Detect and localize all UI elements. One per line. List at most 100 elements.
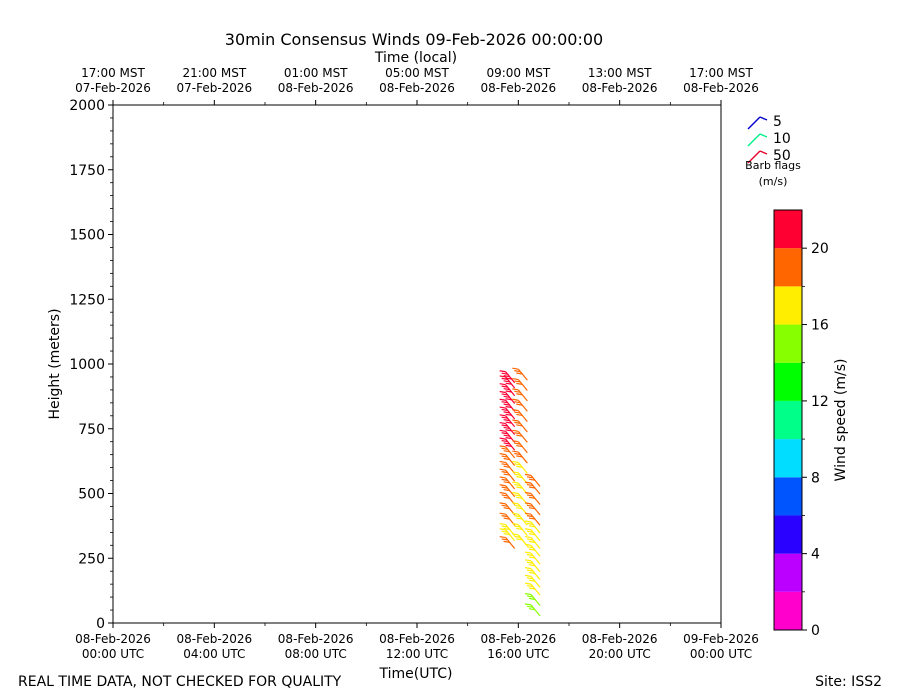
legend-barb-feather [759, 133, 768, 138]
wind-barb-feather [512, 533, 519, 536]
colorbar-tick-label: 0 [811, 623, 820, 639]
wind-barb-feather [514, 390, 521, 393]
wind-barb [512, 522, 528, 536]
wind-barb-feather [512, 440, 519, 443]
colorbar-segment [774, 324, 802, 363]
top-tick-date: 08-Feb-2026 [582, 81, 658, 95]
wind-barb [524, 582, 541, 596]
wind-barb-feather [516, 372, 523, 375]
wind-barb-feather [512, 460, 519, 464]
legend-label: 5 [773, 114, 782, 130]
wind-barb-feather [501, 478, 508, 481]
y-axis-ticks: 0 250 500 750 1000 1250 1500 1750 2000 [69, 98, 113, 632]
wind-barb-feather [503, 473, 510, 476]
wind-barb-feather [524, 528, 532, 531]
top-tick-date: 07-Feb-2026 [176, 81, 252, 95]
wind-barb-feather [526, 577, 534, 580]
wind-barb [499, 437, 516, 451]
wind-barb-feather [503, 419, 510, 422]
wind-barb-feather [499, 445, 506, 448]
legend-barb-feather [759, 150, 768, 155]
wind-barb-feather [528, 579, 536, 582]
x-axis-label: Time(UTC) [379, 666, 453, 682]
wind-barb-feather [528, 564, 536, 567]
wind-barb-feather [526, 546, 534, 549]
wind-barb [524, 528, 541, 542]
wind-barb [499, 535, 516, 549]
y-tick-label: 1500 [69, 228, 105, 244]
wind-barb-feather [516, 382, 523, 385]
wind-barb-feather [528, 533, 536, 536]
wind-barb-feather [499, 528, 506, 531]
site-label: Site: ISS2 [815, 674, 882, 690]
wind-barb-feather [501, 377, 508, 380]
wind-barb-feather [503, 465, 510, 468]
wind-barb-feather [503, 426, 510, 430]
wind-barb-feather [528, 571, 536, 575]
wind-barb-feather [503, 403, 510, 406]
legend-barb-feather [759, 116, 768, 121]
wind-barb [524, 551, 541, 565]
wind-barb-feather [516, 476, 523, 479]
wind-barb-feather [501, 530, 508, 533]
wind-barb [524, 603, 541, 617]
wind-barb [499, 406, 516, 420]
wind-barb-feather [528, 540, 536, 543]
wind-barb-feather [526, 605, 534, 608]
wind-barb-feather [528, 556, 536, 559]
wind-barb-feather [524, 473, 532, 476]
wind-barb-feather [526, 530, 534, 533]
wind-barb [512, 409, 528, 422]
wind-barb-feather [528, 608, 536, 611]
wind-barb-feather [512, 367, 519, 370]
wind-barb-feather [503, 457, 510, 461]
wind-barb-feather [503, 507, 510, 510]
wind-barb-feather [499, 502, 506, 505]
x-tick-date: 09-Feb-2026 [683, 632, 759, 646]
y-tick-label: 750 [78, 422, 105, 438]
wind-barb [512, 388, 528, 402]
legend-caption-units: (m/s) [759, 175, 788, 188]
wind-barb-feather [528, 507, 536, 510]
legend-caption: Barb flags [745, 159, 801, 172]
wind-barb-feather [503, 375, 510, 378]
wind-barb-feather [501, 494, 508, 497]
wind-barb-feather [501, 471, 508, 474]
wind-barb-feather [528, 486, 536, 489]
x-tick-time: 04:00 UTC [183, 647, 245, 661]
wind-barb-feather [516, 403, 523, 406]
wind-barb-feather [524, 567, 532, 570]
wind-barbs [499, 367, 541, 617]
wind-barb-feather [514, 504, 521, 507]
wind-barb-feather [514, 494, 521, 497]
wind-barb-feather [505, 377, 512, 380]
wind-barb-feather [516, 434, 523, 437]
top-tick-time: 05:00 MST [385, 66, 449, 80]
wind-barb-feather [503, 411, 510, 414]
wind-barb-feather [514, 442, 521, 445]
wind-barb-feather [501, 538, 508, 541]
wind-barb-feather [499, 512, 506, 515]
wind-barb-feather [499, 383, 506, 386]
wind-barb-feather [505, 405, 512, 409]
wind-barb-feather [512, 491, 519, 495]
wind-barb-feather [503, 496, 510, 499]
wind-barb-feather [499, 522, 506, 526]
wind-barb [499, 468, 516, 482]
top-tick-time: 09:00 MST [486, 66, 550, 80]
wind-barb-feather [501, 424, 508, 427]
colorbar-segment [774, 362, 802, 401]
top-tick-time: 21:00 MST [182, 66, 246, 80]
top-tick-date: 07-Feb-2026 [75, 81, 151, 95]
wind-barb-feather [512, 450, 519, 453]
wind-barb-feather [514, 452, 521, 456]
wind-barb-feather [516, 424, 523, 427]
wind-barb-feather [524, 559, 532, 562]
colorbar-tick-label: 8 [811, 470, 820, 486]
wind-barb-feather [526, 561, 534, 564]
wind-barb-feather [516, 465, 523, 468]
wind-barb-feather [524, 520, 532, 523]
wind-barb-feather [512, 471, 519, 474]
wind-barb-feather [528, 496, 536, 499]
wind-barb-feather [514, 515, 521, 518]
